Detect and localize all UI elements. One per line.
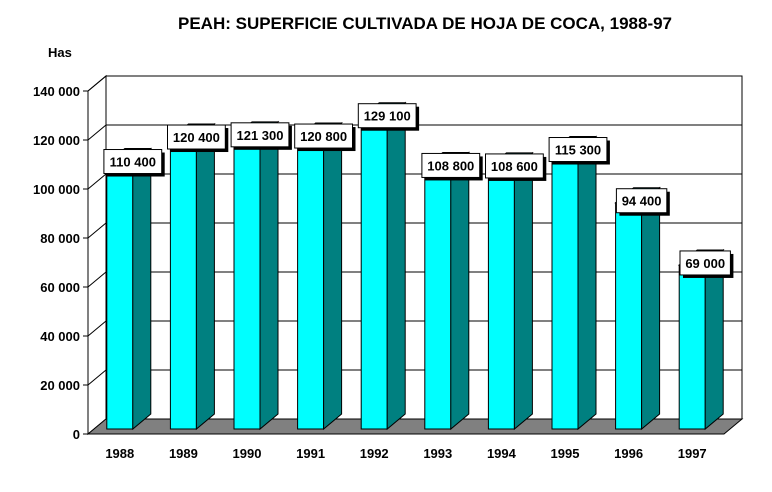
data-label: 94 400 [615, 188, 670, 216]
y-tick-labels: 0 20 000 40 000 60 000 80 000 100 000 120 000 1… [33, 84, 80, 442]
bar-front [678, 264, 706, 430]
x-tick-label: 1992 [360, 446, 389, 461]
bar-1988 [105, 147, 153, 431]
bar-front [360, 117, 388, 430]
y-tick-label: 140 000 [33, 84, 80, 99]
data-label: 110 400 [103, 149, 165, 177]
x-tick-label: 1994 [487, 446, 517, 461]
bar-front [297, 137, 325, 430]
bar-side [259, 120, 279, 431]
data-label-text: 120 400 [173, 130, 220, 145]
bar-side [386, 101, 406, 431]
bar-side [513, 151, 533, 431]
bar-1992 [359, 101, 407, 431]
data-label-box [421, 152, 481, 178]
data-label-box [548, 137, 608, 163]
data-label-text: 120 800 [300, 129, 347, 144]
gridline [87, 124, 742, 141]
data-label-box [357, 103, 417, 129]
data-label-box [679, 250, 731, 276]
x-tick-label: 1991 [296, 446, 325, 461]
x-tick-label: 1993 [423, 446, 452, 461]
data-label: 129 100 [357, 103, 420, 131]
bar-side [195, 122, 215, 431]
bar-front [615, 202, 643, 430]
bar-front [424, 166, 452, 430]
bars [105, 101, 725, 431]
bar-1994 [487, 151, 534, 431]
data-labels: 110 400 120 400 121 300 120 800 129 100 108 8… [103, 103, 734, 278]
x-tick-label: 1997 [678, 446, 707, 461]
data-label-text: 121 300 [237, 128, 284, 143]
y-tick-label: 40 000 [40, 329, 80, 344]
x-tick-labels: 1988 1989 1990 1991 1992 1993 1994 1995 1996 1997 [105, 446, 706, 461]
left-wall [87, 74, 107, 436]
data-label-text: 108 600 [491, 159, 538, 174]
x-tick-label: 1989 [169, 446, 198, 461]
data-label: 108 600 [485, 153, 547, 181]
data-label: 108 800 [421, 152, 483, 181]
bar-1991 [296, 121, 343, 431]
bar-side [323, 121, 343, 431]
x-tick-label: 1995 [551, 446, 580, 461]
data-label-text: 115 300 [555, 143, 601, 158]
bar-1990 [232, 120, 280, 431]
bar-1995 [550, 135, 598, 431]
data-label-box [167, 124, 226, 150]
y-axis-unit: Has [48, 45, 72, 60]
y-tick-label: 120 000 [33, 133, 80, 148]
bar-front [169, 138, 197, 430]
data-label-box [103, 149, 163, 175]
bar-side [577, 135, 597, 431]
bar-front [487, 167, 515, 430]
chart-title: PEAH: SUPERFICIE CULTIVADA DE HOJA DE CO… [178, 14, 672, 33]
bar-1993 [423, 151, 471, 431]
data-label: 115 300 [548, 137, 610, 165]
y-tick-label: 60 000 [40, 280, 80, 295]
bar-front [106, 163, 134, 430]
y-tick-label: 20 000 [40, 378, 80, 393]
data-label-text: 108 800 [427, 158, 474, 173]
y-tick-label: 80 000 [40, 231, 80, 246]
bar-side [641, 186, 661, 431]
bar-front [551, 151, 579, 430]
data-label-box [485, 153, 544, 179]
bar-front [233, 136, 261, 430]
data-label: 121 300 [230, 122, 292, 150]
data-label-text: 129 100 [364, 109, 411, 124]
x-tick-label: 1996 [614, 446, 643, 461]
x-tick-label: 1990 [233, 446, 262, 461]
bar-1996 [614, 186, 661, 431]
data-label-box [294, 123, 354, 149]
bar-side [450, 151, 470, 431]
y-tick-label: 100 000 [33, 182, 80, 197]
y-tick-label: 0 [73, 427, 80, 442]
data-label-box [615, 188, 668, 214]
data-label: 69 000 [679, 250, 734, 278]
data-label-text: 94 400 [622, 194, 662, 209]
data-label: 120 800 [294, 123, 356, 152]
data-label-text: 69 000 [685, 256, 725, 271]
data-label: 120 400 [167, 124, 229, 153]
x-tick-label: 1988 [105, 446, 134, 461]
data-label-text: 110 400 [110, 155, 156, 170]
bar-1989 [169, 122, 216, 431]
gridline [87, 75, 742, 92]
bar-side [132, 147, 152, 431]
data-label-box [230, 122, 290, 148]
